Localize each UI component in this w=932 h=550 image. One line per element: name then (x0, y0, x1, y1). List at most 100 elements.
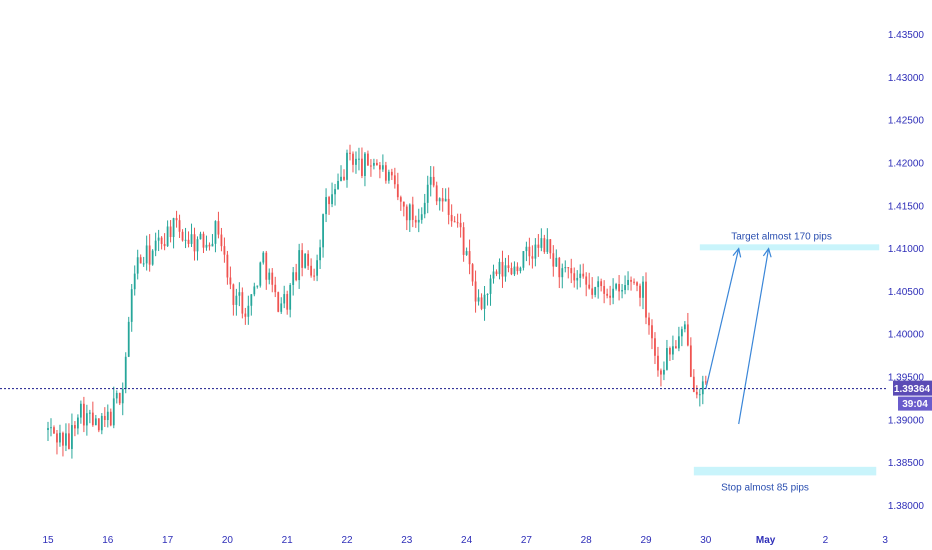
candle-body (334, 189, 336, 195)
candle-body (579, 273, 582, 278)
x-tick-label: 16 (102, 535, 114, 546)
candle-body (130, 289, 133, 322)
candle-body (537, 244, 540, 248)
candle-body (346, 152, 348, 180)
candle-body (627, 279, 629, 286)
candle-body (85, 413, 88, 426)
candle-body (695, 391, 698, 395)
candle-body (477, 297, 480, 302)
candle-body (651, 325, 653, 339)
candle-body (190, 234, 193, 244)
candle-body (483, 294, 486, 309)
candle-body (100, 415, 103, 431)
candle-body (77, 417, 79, 429)
candle-body (286, 294, 289, 310)
candle-body (582, 273, 585, 277)
candle-body (304, 253, 307, 268)
candle-body (331, 194, 333, 205)
candle-body (423, 202, 426, 215)
candle-body (498, 261, 501, 275)
candle-body (564, 267, 567, 269)
candle-body (187, 239, 190, 244)
target-zone[interactable] (699, 244, 880, 251)
candle-body (169, 226, 172, 238)
candle-body (411, 204, 414, 220)
candle-body (262, 252, 265, 263)
current-price-tag (893, 380, 932, 396)
candle-body (59, 432, 61, 443)
projection-arrows (705, 247, 772, 425)
projection-arrow-line[interactable] (738, 248, 770, 425)
candle-body (163, 243, 166, 247)
candle-body (97, 418, 100, 431)
candle-body (465, 251, 468, 255)
candle-body (358, 158, 360, 160)
stop-zone[interactable] (693, 466, 877, 476)
x-tick-label: 29 (640, 535, 652, 546)
x-tick-label: 15 (42, 535, 54, 546)
candle-body (283, 294, 286, 304)
candle-body (205, 244, 208, 248)
candle-body (462, 227, 465, 255)
candle-body (468, 251, 471, 265)
candle-body (268, 272, 271, 280)
y-tick-label: 1.43000 (888, 73, 925, 84)
y-tick-label: 1.43500 (888, 30, 925, 41)
projection-arrow-line[interactable] (705, 248, 740, 390)
candle-body (528, 246, 531, 257)
candle-body (118, 392, 121, 404)
candle-body (471, 264, 474, 282)
candle-body (642, 281, 644, 298)
candle-body (507, 265, 510, 269)
candle-body (211, 243, 214, 247)
x-tick-label: 24 (461, 535, 473, 546)
candle-body (692, 376, 695, 392)
candle-body (166, 226, 169, 247)
candle-body (259, 262, 262, 286)
candle-body (53, 427, 55, 434)
candle-body (289, 285, 292, 310)
candle-body (106, 411, 109, 421)
candle-body (214, 221, 217, 244)
candle-body (630, 279, 632, 282)
candle-body (426, 184, 429, 203)
candle-body (274, 284, 277, 293)
target-label: Target almost 170 pips (731, 231, 832, 242)
candle-body (576, 277, 579, 281)
candle-body (172, 218, 175, 238)
candle-body (343, 176, 345, 180)
candle-body (115, 392, 118, 399)
candle-body (127, 321, 130, 357)
candle-body (606, 293, 609, 296)
candle-body (510, 268, 513, 275)
candle-body (522, 251, 525, 268)
candle-body (438, 198, 441, 202)
candle-body (489, 278, 492, 294)
candle-body (534, 244, 537, 259)
candle-body (456, 222, 459, 224)
candle-body (62, 432, 64, 446)
candle-body (513, 266, 516, 275)
y-tick-label: 1.38000 (888, 501, 925, 512)
candle-body (226, 254, 229, 278)
candle-body (612, 288, 615, 298)
candle-body (355, 158, 357, 165)
candle-body (295, 272, 298, 281)
price-axis: 1.43500 1.43000 1.42500 1.42000 1.41500 1.410… (888, 30, 925, 512)
candle-body (91, 412, 94, 426)
x-tick-label: 27 (521, 535, 533, 546)
candle-body (459, 222, 462, 228)
candle-body (492, 271, 495, 279)
candle-body (160, 237, 163, 244)
candle-body (435, 185, 438, 202)
candle-body (139, 257, 142, 264)
candle-body (148, 245, 151, 265)
candle-body (370, 165, 372, 167)
candle-body (202, 233, 205, 248)
candle-body (157, 237, 160, 241)
x-tick-label: 3 (882, 535, 888, 546)
candle-body (399, 197, 402, 202)
candle-body (378, 165, 381, 170)
candle-body (367, 153, 369, 166)
